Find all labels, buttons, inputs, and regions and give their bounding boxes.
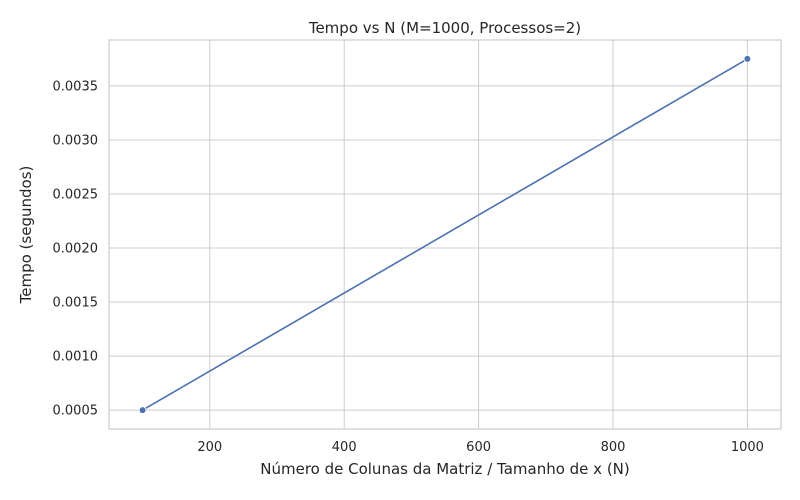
x-axis-ticks: 200 400 600 800 1000 <box>197 440 764 455</box>
y-tick-label: 0.0005 <box>53 404 99 419</box>
y-axis-label: Tempo (segundos) <box>17 166 35 305</box>
x-tick-label: 1000 <box>731 440 764 455</box>
y-axis-ticks: 0.0005 0.0010 0.0015 0.0020 0.0025 0.0030 0.00… <box>53 79 99 418</box>
y-tick-label: 0.0010 <box>53 350 99 365</box>
series-layer <box>138 55 752 414</box>
data-point <box>743 55 752 63</box>
y-tick-label: 0.0030 <box>53 133 99 148</box>
x-tick-label: 200 <box>197 440 222 455</box>
y-tick-label: 0.0015 <box>53 296 99 311</box>
x-tick-label: 400 <box>332 440 357 455</box>
chart-title: Tempo vs N (M=1000, Processos=2) <box>308 19 581 37</box>
y-tick-label: 0.0035 <box>53 79 99 94</box>
y-tick-label: 0.0020 <box>53 242 99 257</box>
data-point <box>138 406 147 414</box>
plot-area-frame <box>108 39 782 430</box>
x-axis-label: Número de Colunas da Matriz / Tamanho de… <box>260 460 630 478</box>
x-tick-label: 600 <box>466 440 491 455</box>
x-tick-label: 800 <box>601 440 626 455</box>
y-tick-label: 0.0025 <box>53 187 99 202</box>
series-line <box>142 58 748 411</box>
grid <box>109 40 781 429</box>
